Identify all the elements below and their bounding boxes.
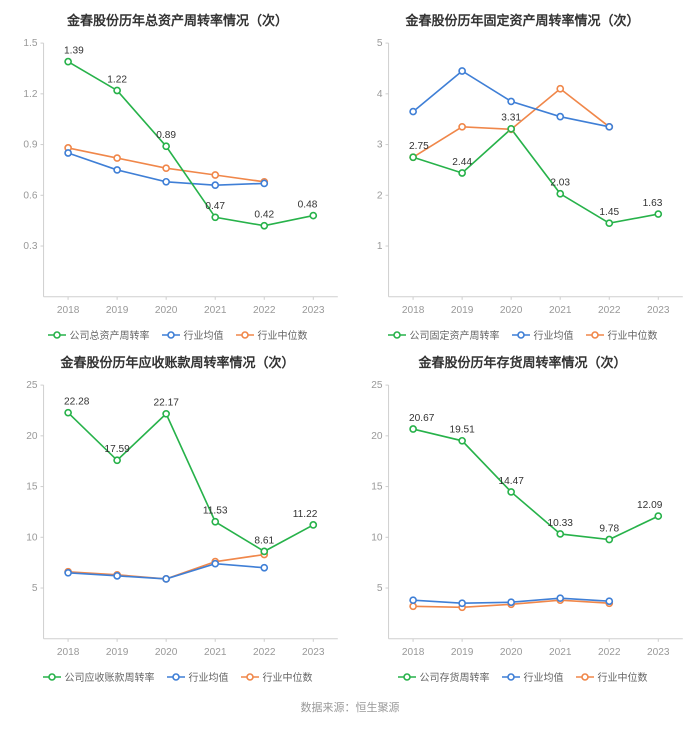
svg-text:20.67: 20.67 [409,413,435,424]
svg-text:10.33: 10.33 [548,518,574,529]
svg-text:1.5: 1.5 [23,38,37,49]
svg-text:2: 2 [377,190,383,201]
svg-text:0.9: 0.9 [23,140,37,151]
legend-median: 行业中位数 [586,327,658,342]
svg-text:2023: 2023 [302,647,325,658]
legend-company: 公司固定资产周转率 [388,327,500,342]
legend-median: 行业中位数 [241,669,313,684]
svg-text:2018: 2018 [402,647,425,658]
svg-text:15: 15 [371,482,383,493]
chart-total_asset_turnover-svg: 0.3 0.6 0.9 1.2 1.5 2018 2019 2020 2021 2022 2023… [5,37,350,321]
svg-text:5: 5 [32,583,38,594]
chart-total_asset_turnover: 金春股份历年总资产周转率情况（次） 0.3 0.6 0.9 1.2 1.5 2018 20… [5,10,350,342]
svg-text:2022: 2022 [598,647,621,658]
svg-text:2022: 2022 [253,305,276,316]
svg-text:2023: 2023 [647,305,670,316]
svg-text:0.6: 0.6 [23,190,37,201]
svg-text:1: 1 [377,241,383,252]
svg-text:1.39: 1.39 [64,46,84,57]
svg-text:2021: 2021 [204,647,227,658]
legend-avg: 行业均值 [502,669,564,684]
svg-text:3.31: 3.31 [501,113,521,124]
data-source: 数据来源：恒生聚源 [0,699,700,715]
svg-text:2022: 2022 [253,647,276,658]
legend-median: 行业中位数 [576,669,648,684]
svg-text:22.17: 22.17 [153,398,179,409]
chart-inventory_turnover: 金春股份历年存货周转率情况（次） 5 10 15 20 25 2018 2019 2020 2… [350,352,695,684]
svg-text:2020: 2020 [155,647,178,658]
svg-text:2018: 2018 [402,305,425,316]
svg-text:2018: 2018 [57,647,80,658]
svg-text:20: 20 [371,431,383,442]
svg-text:2023: 2023 [302,305,325,316]
legend-company: 公司总资产周转率 [48,327,150,342]
legend-median: 行业中位数 [236,327,308,342]
svg-text:1.63: 1.63 [643,198,663,209]
chart-title: 金春股份历年总资产周转率情况（次） [5,10,350,29]
svg-text:5: 5 [377,583,383,594]
svg-text:11.22: 11.22 [293,509,318,520]
chart-inventory_turnover-svg: 5 10 15 20 25 2018 2019 2020 2021 2022 2023 20.67… [350,379,695,663]
svg-text:2019: 2019 [451,305,474,316]
svg-text:2019: 2019 [106,305,129,316]
svg-text:19.51: 19.51 [449,425,475,436]
svg-text:10: 10 [26,532,38,543]
legend-avg: 行业均值 [162,327,224,342]
svg-text:14.47: 14.47 [498,476,524,487]
svg-text:15: 15 [26,482,38,493]
svg-text:11.53: 11.53 [203,506,228,517]
chart-legend: 公司存货周转率 行业均值 行业中位数 [350,669,695,684]
svg-text:2.44: 2.44 [452,157,472,168]
svg-text:0.47: 0.47 [205,201,225,212]
svg-text:2018: 2018 [57,305,80,316]
svg-text:20: 20 [26,431,38,442]
svg-text:0.3: 0.3 [23,241,37,252]
chart-legend: 公司应收账款周转率 行业均值 行业中位数 [5,669,350,684]
svg-text:2.03: 2.03 [550,178,570,189]
svg-text:8.61: 8.61 [254,535,274,546]
svg-text:2019: 2019 [451,647,474,658]
svg-text:2019: 2019 [106,647,129,658]
chart-receivables_turnover: 金春股份历年应收账款周转率情况（次） 5 10 15 20 25 2018 2019 202… [5,352,350,684]
svg-text:17.59: 17.59 [104,444,130,455]
chart-fixed_asset_turnover-svg: 1 2 3 4 5 2018 2019 2020 2021 2022 2023 2.75 2.44 3… [350,37,695,321]
svg-text:2021: 2021 [204,305,227,316]
svg-text:12.09: 12.09 [637,500,663,511]
svg-text:2022: 2022 [598,305,621,316]
svg-text:1.45: 1.45 [599,207,619,218]
svg-text:2023: 2023 [647,647,670,658]
svg-text:2021: 2021 [549,647,572,658]
svg-text:2020: 2020 [500,647,523,658]
svg-text:0.42: 0.42 [254,210,274,221]
legend-company: 公司存货周转率 [398,669,490,684]
legend-company: 公司应收账款周转率 [43,669,155,684]
chart-title: 金春股份历年存货周转率情况（次） [350,352,695,371]
svg-text:2020: 2020 [500,305,523,316]
chart-fixed_asset_turnover: 金春股份历年固定资产周转率情况（次） 1 2 3 4 5 2018 2019 2020 202… [350,10,695,342]
charts-grid: 金春股份历年总资产周转率情况（次） 0.30.60.91.21.5 201820… [0,0,700,689]
svg-text:1.22: 1.22 [107,74,127,85]
svg-text:22.28: 22.28 [64,397,90,408]
svg-text:9.78: 9.78 [599,524,619,535]
svg-text:25: 25 [26,380,38,391]
chart-title: 金春股份历年应收账款周转率情况（次） [5,352,350,371]
svg-text:2021: 2021 [549,305,572,316]
svg-text:0.48: 0.48 [298,199,318,210]
chart-legend: 公司固定资产周转率 行业均值 行业中位数 [350,327,695,342]
svg-text:4: 4 [377,89,383,100]
svg-text:2.75: 2.75 [409,141,429,152]
svg-text:0.89: 0.89 [156,130,176,141]
chart-receivables_turnover-svg: 5 10 15 20 25 2018 2019 2020 2021 2022 2023 22.28… [5,379,350,663]
svg-text:10: 10 [371,532,383,543]
svg-text:25: 25 [371,380,383,391]
svg-text:1.2: 1.2 [23,89,37,100]
chart-legend: 公司总资产周转率 行业均值 行业中位数 [5,327,350,342]
legend-avg: 行业均值 [167,669,229,684]
svg-text:5: 5 [377,38,383,49]
svg-text:2020: 2020 [155,305,178,316]
chart-title: 金春股份历年固定资产周转率情况（次） [350,10,695,29]
legend-avg: 行业均值 [512,327,574,342]
svg-text:3: 3 [377,140,383,151]
